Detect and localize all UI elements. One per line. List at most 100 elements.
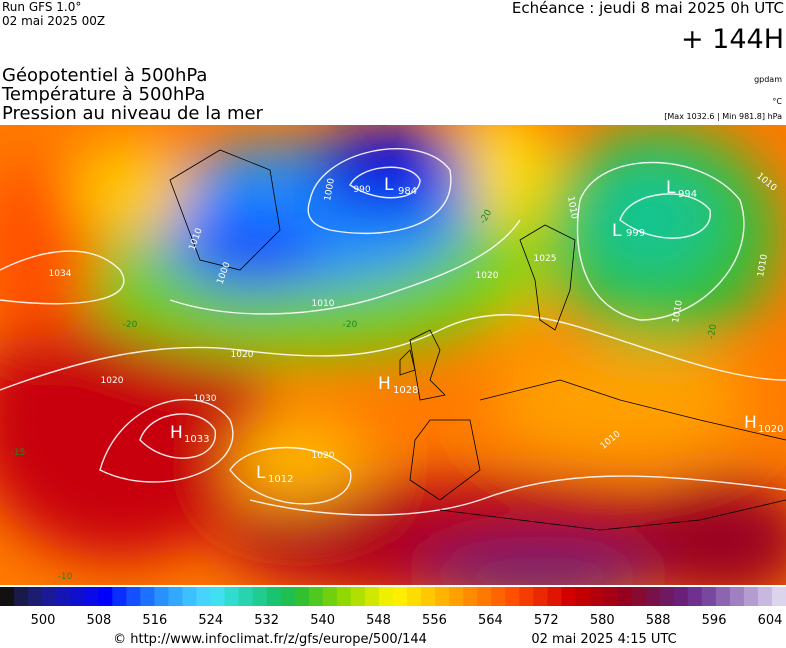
colorbar-swatch (435, 587, 450, 606)
colorbar-swatch (336, 587, 352, 606)
colorbar-swatch (266, 587, 282, 606)
colorbar-tick-label: 596 (702, 613, 727, 628)
center-value: 1033 (184, 434, 209, 445)
colorbar-swatch (757, 587, 773, 606)
colorbar-swatch (729, 587, 745, 606)
colorbar-swatch (421, 587, 436, 606)
colorbar-tick-label: 588 (646, 613, 671, 628)
temperature-label: -20 (343, 320, 358, 330)
center-symbol: L (256, 463, 266, 483)
colorbar-swatch (687, 587, 703, 606)
center-value: 1028 (393, 385, 418, 396)
colorbar-swatch (56, 587, 71, 606)
lead-time: + 144H (681, 24, 784, 55)
colorbar-tick-label: 556 (422, 613, 447, 628)
isobar-label: 990 (353, 185, 370, 195)
colorbar-swatch (393, 587, 408, 606)
colorbar-swatch (533, 587, 548, 606)
center-symbol: H (744, 413, 757, 433)
colorbar-swatch (294, 587, 310, 606)
colorbar-tick-label: 540 (310, 613, 335, 628)
colorbar-swatch (252, 587, 268, 606)
isobar-label: 1030 (194, 394, 217, 404)
isobar-label: 1025 (534, 254, 557, 264)
source-url: © http://www.infoclimat.fr/z/gfs/europe/… (113, 632, 427, 647)
colorbar-swatch (603, 587, 619, 606)
center-symbol: H (170, 423, 183, 443)
colorbar-swatch (322, 587, 338, 606)
colorbar-swatch (771, 587, 786, 606)
isobar-label: 1010 (312, 299, 335, 309)
colorbar-swatch (378, 587, 394, 606)
colorbar-swatch (196, 587, 212, 606)
isobar-label: 1020 (101, 376, 124, 386)
title-temperature: Température à 500hPa (1, 84, 205, 105)
center-symbol: L (666, 178, 676, 198)
colorbar-swatch (743, 587, 759, 606)
isobar-label: 1020 (231, 350, 254, 360)
colorbar-swatch (491, 587, 506, 606)
colorbar-tick-label: 548 (366, 613, 391, 628)
map-field (0, 125, 786, 585)
title-pressure: Pression au niveau de la mer (2, 103, 264, 124)
colorbar-swatch (98, 587, 113, 606)
colorbar-swatch (589, 587, 605, 606)
colorbar-swatch (28, 587, 43, 606)
colorbar-swatch (280, 587, 296, 606)
isobar-label: 1010 (671, 299, 685, 324)
colorbar-swatch (519, 587, 534, 606)
colorbar-swatch (477, 587, 492, 606)
colorbar-tick-label: 572 (534, 613, 559, 628)
colorbar-swatch (238, 587, 254, 606)
colorbar-swatch (70, 587, 85, 606)
colorbar-swatch (210, 587, 226, 606)
colorbar-swatch (112, 587, 127, 606)
run-date: 02 mai 2025 00Z (2, 14, 105, 28)
colorbar-swatch (449, 587, 464, 606)
echeance: Echéance : jeudi 8 mai 2025 0h UTC (512, 0, 784, 17)
temperature-label: -15 (11, 448, 26, 458)
colorbar: 500 508 516 524 532 540 548 556 564 572 580 588 596 6… (0, 587, 786, 628)
colorbar-swatch (0, 587, 15, 606)
isobar-label: 1020 (476, 271, 499, 281)
center-symbol: L (612, 221, 622, 241)
isobar-label: 1010 (756, 253, 770, 278)
colorbar-swatch (673, 587, 689, 606)
isobar-label: 1020 (312, 451, 335, 461)
unit-geopotential: gpdam (754, 75, 782, 84)
issue-date: 02 mai 2025 4:15 UTC (531, 632, 676, 647)
colorbar-swatch (463, 587, 478, 606)
colorbar-tick-label: 580 (590, 613, 615, 628)
colorbar-swatch (126, 587, 141, 606)
colorbar-swatch (42, 587, 57, 606)
center-value: 984 (398, 186, 417, 197)
isobar-label: 1034 (49, 269, 72, 279)
colorbar-swatch (617, 587, 633, 606)
colorbar-swatch (547, 587, 562, 606)
colorbar-swatch (168, 587, 183, 606)
center-symbol: L (384, 175, 394, 195)
isobar-label: 1000 (323, 177, 337, 202)
colorbar-tick-label: 516 (142, 613, 167, 628)
colorbar-tick-label: 532 (254, 613, 279, 628)
colorbar-swatch (364, 587, 380, 606)
pressure-range: [Max 1032.6 | Min 981.8] hPa (664, 112, 782, 121)
colorbar-tick-label: 508 (87, 613, 112, 628)
colorbar-swatch (308, 587, 324, 606)
run-label: Run GFS 1.0° (2, 0, 81, 14)
colorbar-swatch (561, 587, 576, 606)
center-symbol: H (378, 374, 391, 394)
colorbar-swatch (407, 587, 422, 606)
colorbar-tick-label: 564 (478, 613, 503, 628)
unit-temperature: °C (772, 97, 782, 106)
colorbar-swatch (575, 587, 590, 606)
temperature-label: -20 (123, 320, 138, 330)
colorbar-swatch (224, 587, 240, 606)
isobar-label: 1010 (565, 196, 579, 221)
colorbar-tick-label: 604 (758, 613, 783, 628)
colorbar-swatch (84, 587, 99, 606)
title-geopotential: Géopotentiel à 500hPa (2, 65, 207, 86)
center-value: 1012 (268, 474, 293, 485)
colorbar-swatch (715, 587, 731, 606)
